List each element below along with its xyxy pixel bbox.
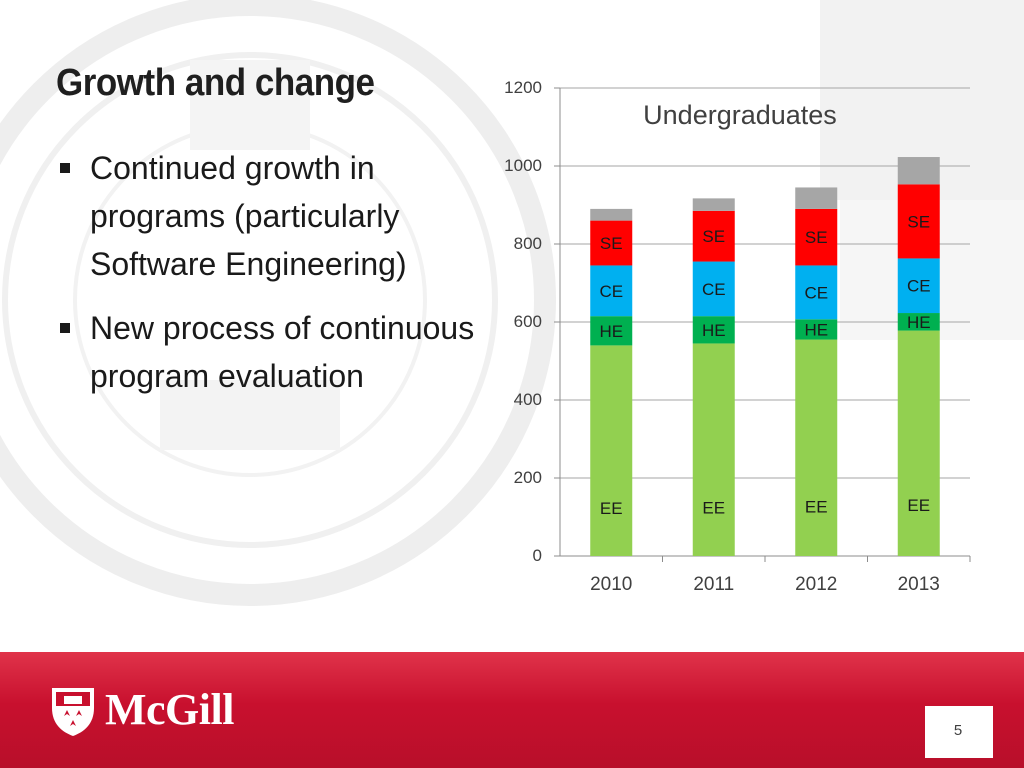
square-bullet-icon	[60, 323, 70, 333]
page-number-box	[925, 706, 993, 758]
bar-segment-he	[692, 316, 735, 344]
bar-segment-he	[897, 313, 940, 331]
bar-segment-other	[590, 208, 633, 221]
bar-segment-se	[590, 220, 633, 266]
data-label: HE	[804, 320, 828, 339]
y-tick-label: 400	[514, 390, 542, 409]
y-tick-label: 600	[514, 312, 542, 331]
bar-segment-se	[897, 184, 940, 259]
data-label: EE	[907, 496, 930, 515]
x-tick-label: 2011	[693, 574, 734, 595]
y-tick-label: 1000	[504, 156, 542, 175]
bar-segment-ce	[897, 258, 940, 314]
chart-title: Undergraduates	[643, 100, 837, 130]
page-number: 5	[953, 722, 963, 739]
bar-segment-he	[590, 316, 633, 346]
data-label: CE	[804, 283, 828, 302]
x-tick-label: 2013	[898, 574, 940, 595]
data-label: SE	[702, 227, 725, 246]
bar-segment-ee	[692, 343, 735, 556]
bar-segment-other	[897, 157, 940, 185]
mcgill-wordmark: McGill	[105, 685, 234, 734]
data-label: SE	[600, 234, 623, 253]
bar-segment-ee	[590, 345, 633, 556]
bullet-item: New process of continuous program evalua…	[58, 304, 478, 400]
bar-segment-ce	[590, 265, 633, 317]
data-label: EE	[702, 498, 725, 517]
data-label: EE	[805, 498, 828, 517]
bar-segment-ce	[795, 265, 838, 320]
data-label: HE	[907, 313, 931, 332]
stacked-bar-chart: 0 200 400 600 800 1000 1200 EE HE CE SE 2010 EE HE CE S…	[504, 78, 971, 595]
data-label: HE	[702, 321, 726, 340]
y-tick-label: 800	[514, 234, 542, 253]
bar-segment-ce	[692, 261, 735, 317]
data-label: CE	[907, 277, 931, 296]
bar-segment-ee	[795, 339, 838, 556]
data-label: CE	[599, 282, 623, 301]
y-tick-label: 0	[533, 546, 542, 565]
bullet-text: Continued growth in programs (particular…	[90, 150, 407, 282]
bullet-text: New process of continuous program evalua…	[90, 310, 475, 394]
data-label: EE	[600, 499, 623, 518]
mcgill-crest-icon	[52, 688, 94, 736]
bar-segment-ee	[897, 330, 940, 556]
bar-segment-other	[692, 198, 735, 211]
footer-band	[0, 652, 1024, 768]
bar-segment-se	[692, 210, 735, 262]
bullet-list: Continued growth in programs (particular…	[58, 144, 478, 416]
bar-segment-other	[795, 187, 838, 209]
y-tick-label: 200	[514, 468, 542, 487]
square-bullet-icon	[60, 163, 70, 173]
x-tick-label: 2012	[795, 574, 837, 595]
data-label: SE	[907, 212, 930, 231]
bar-segment-se	[795, 208, 838, 266]
data-label: CE	[702, 280, 726, 299]
y-tick-label: 1200	[504, 78, 542, 97]
slide-title: Growth and change	[56, 62, 375, 104]
bar-segment-he	[795, 319, 838, 340]
x-tick-label: 2010	[590, 574, 632, 595]
data-label: HE	[599, 322, 623, 341]
data-label: SE	[805, 228, 828, 247]
bullet-item: Continued growth in programs (particular…	[58, 144, 478, 288]
